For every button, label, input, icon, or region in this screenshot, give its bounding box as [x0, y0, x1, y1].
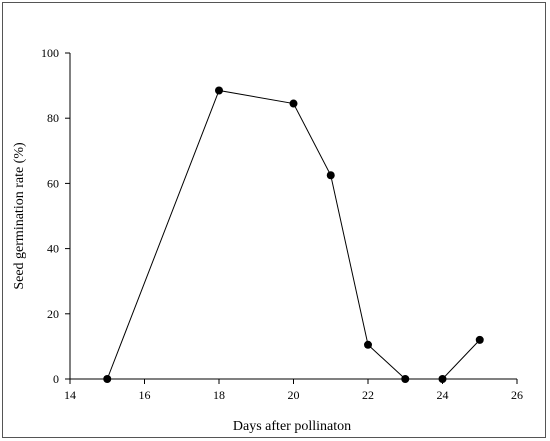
x-tick-label: 14 [64, 388, 76, 402]
data-point [326, 171, 335, 180]
data-point [103, 375, 112, 383]
data-point [289, 99, 298, 108]
data-point [215, 86, 223, 95]
data-point [364, 340, 372, 349]
x-tick-label: 20 [288, 388, 300, 402]
y-tick-label: 0 [53, 372, 59, 386]
x-tick-label: 18 [213, 388, 225, 402]
y-tick-label: 100 [41, 46, 59, 60]
x-tick-label: 24 [437, 388, 449, 402]
x-axis-title: Days after pollinaton [233, 419, 351, 434]
y-tick-label: 60 [47, 176, 59, 190]
series-marks [103, 86, 484, 383]
data-point [475, 335, 484, 344]
y-axis-title: Seed germination rate (%) [12, 142, 27, 290]
x-tick-label: 22 [362, 388, 374, 402]
axes: 14 16 18 20 22 24 26 0 20 40 60 80 100 [41, 46, 523, 402]
y-tick-label: 20 [47, 307, 59, 321]
y-tick-label: 40 [47, 242, 59, 256]
y-tick-label: 80 [47, 111, 59, 125]
series-line [106, 89, 481, 380]
x-tick-label: 16 [139, 388, 151, 402]
x-tick-label: 26 [511, 388, 523, 402]
data-point [401, 375, 410, 383]
data-point [438, 375, 447, 383]
